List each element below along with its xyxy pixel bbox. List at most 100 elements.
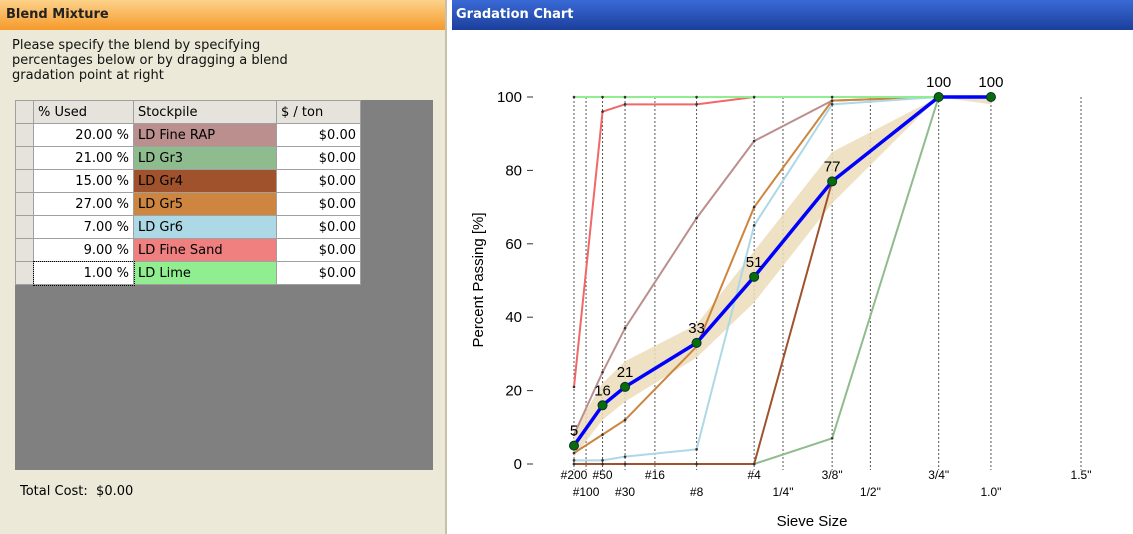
table-row[interactable]: 15.00 % LD Gr4 $0.00 [15, 169, 361, 193]
y-tick-label: 20 [505, 383, 522, 400]
blend-point[interactable] [569, 440, 579, 451]
blend-panel: Blend Mixture Please specify the blend b… [0, 0, 447, 534]
stockpile-point [601, 370, 604, 374]
spec-band [574, 97, 991, 457]
panel-title: Gradation Chart [452, 0, 1133, 30]
blend-value-label: 100 [926, 74, 951, 91]
blend-value-label: 51 [746, 254, 763, 271]
cost-per-ton[interactable]: $0.00 [276, 261, 361, 285]
percent-used[interactable]: 20.00 % [33, 123, 134, 147]
stockpile-point [623, 462, 627, 466]
cost-per-ton[interactable]: $0.00 [276, 146, 361, 170]
percent-used[interactable]: 7.00 % [33, 215, 134, 239]
stockpile-name[interactable]: LD Gr3 [133, 146, 277, 170]
stockpile-point [572, 433, 576, 436]
stockpile-point [695, 462, 698, 466]
stockpile-name[interactable]: LD Gr5 [133, 192, 277, 216]
table-row[interactable]: 21.00 % LD Gr3 $0.00 [15, 146, 361, 170]
stockpile-point [601, 110, 604, 113]
blend-table: % Used Stockpile $ / ton 20.00 % LD Fine RAP… [15, 100, 361, 286]
row-selector[interactable] [15, 261, 34, 285]
stockpile-point [830, 95, 834, 99]
stockpile-name[interactable]: LD Fine RAP [133, 123, 277, 147]
stockpile-name[interactable]: LD Fine Sand [133, 238, 277, 262]
column-header: $ / ton [276, 100, 361, 124]
stockpile-point [623, 455, 627, 458]
table-row[interactable]: 9.00 % LD Fine Sand $0.00 [15, 238, 361, 262]
x-tick-label: 1/2" [860, 485, 881, 499]
y-tick-label: 60 [505, 236, 522, 253]
blend-point[interactable] [620, 381, 631, 392]
blend-point[interactable] [827, 176, 838, 187]
table-row[interactable]: 7.00 % LD Gr6 $0.00 [15, 215, 361, 239]
percent-used[interactable]: 9.00 % [33, 238, 134, 262]
stockpile-name[interactable]: LD Lime [133, 261, 277, 285]
table-row[interactable]: 1.00 % LD Lime $0.00 [15, 260, 361, 286]
blend-value-label: 100 [978, 74, 1003, 91]
percent-used[interactable]: 1.00 % [32, 260, 135, 286]
total-value: $0.00 [96, 484, 134, 499]
chart: #200 #100 #50#30 #16 #8 #4 1/4" 3/8" 1/2" 3/4" 1.0… [470, 74, 1091, 530]
instruction-line: percentages below or by dragging a blend [12, 53, 288, 68]
table-row[interactable]: 27.00 % LD Gr5 $0.00 [15, 192, 361, 216]
blend-point[interactable] [597, 400, 608, 411]
total-label: Total Cost: [20, 484, 88, 499]
x-tick-label: 3/4" [928, 468, 949, 482]
stockpile-name[interactable]: LD Gr4 [133, 169, 277, 193]
stockpile-point [830, 437, 834, 440]
stockpile-point [695, 216, 698, 220]
instruction-line: Please specify the blend by specifying [12, 38, 261, 53]
stockpile-point [695, 95, 698, 99]
blend-value-label: 5 [570, 423, 578, 440]
total-cost: Total Cost: $0.00 [20, 484, 133, 499]
stockpile-name[interactable]: LD Gr6 [133, 215, 277, 239]
cost-per-ton[interactable]: $0.00 [276, 123, 361, 147]
stockpile-point [752, 139, 756, 143]
stockpile-point [830, 103, 834, 106]
cost-per-ton[interactable]: $0.00 [276, 215, 361, 239]
blend-point[interactable] [749, 271, 760, 282]
cost-per-ton[interactable]: $0.00 [276, 169, 361, 193]
y-tick-label: 40 [505, 309, 522, 326]
stockpile-point [623, 103, 627, 106]
blend-value-label: 33 [688, 320, 705, 337]
table-row[interactable]: 20.00 % LD Fine RAP $0.00 [15, 123, 361, 147]
x-tick-label: #50 [593, 468, 613, 482]
x-tick-label: 3/8" [822, 468, 843, 482]
x-axis-label: Sieve Size [777, 513, 848, 530]
stockpile-point [572, 459, 576, 462]
blend-point[interactable] [985, 92, 996, 102]
stockpile-point [623, 326, 627, 330]
row-selector[interactable] [15, 146, 34, 170]
stockpile-point [623, 418, 627, 422]
percent-used[interactable]: 27.00 % [33, 192, 134, 216]
percent-used[interactable]: 15.00 % [33, 169, 134, 193]
stockpile-point [695, 448, 698, 451]
x-tick-label: #100 [573, 485, 600, 499]
stockpile-point [572, 385, 576, 389]
x-tick-label: 1.0" [980, 485, 1001, 499]
x-tick-label: #16 [645, 468, 665, 482]
stockpile-point [695, 103, 698, 106]
stockpile-point [572, 451, 576, 455]
x-tick-label: #200 [561, 468, 588, 482]
stockpile-line [574, 96, 991, 462]
row-selector[interactable] [15, 192, 34, 216]
x-tick-label: #4 [747, 468, 761, 482]
row-selector[interactable] [15, 123, 34, 147]
percent-used[interactable]: 21.00 % [33, 146, 134, 170]
cost-per-ton[interactable]: $0.00 [276, 238, 361, 262]
cost-per-ton[interactable]: $0.00 [276, 192, 361, 216]
y-tick-label: 80 [505, 162, 522, 179]
x-tick-label: #30 [615, 485, 635, 499]
blend-point[interactable] [691, 337, 702, 348]
instructions: Please specify the blend by specifying pe… [12, 38, 288, 83]
row-selector[interactable] [15, 169, 34, 193]
column-header: % Used [33, 100, 134, 124]
stockpile-point [572, 462, 576, 466]
row-selector[interactable] [15, 215, 34, 239]
stockpile-point [601, 433, 604, 436]
row-selector[interactable] [15, 238, 34, 262]
x-tick-label: 1/4" [773, 485, 794, 499]
blend-point[interactable] [933, 92, 944, 102]
